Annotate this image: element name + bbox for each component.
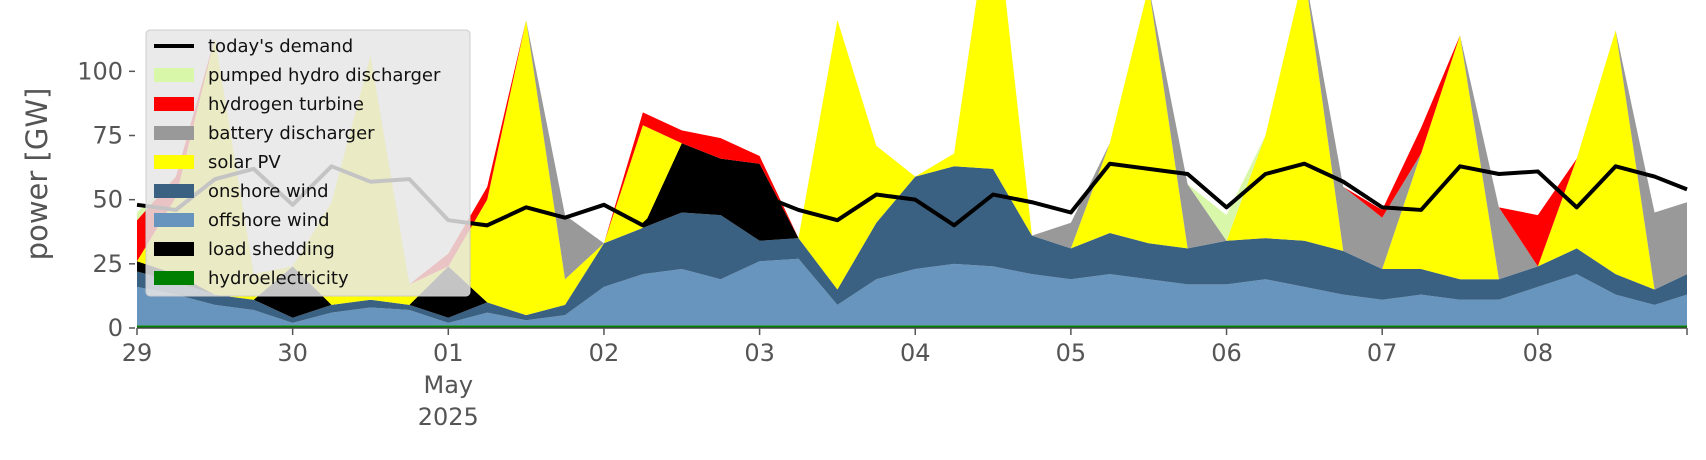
area-load-shedding <box>137 143 1687 318</box>
legend-label-solar-pv: solar PV <box>208 152 281 173</box>
y-axis-label: power [GW] <box>20 88 54 261</box>
x-tick-label: 08 <box>1523 339 1554 367</box>
legend-label-load-shedding: load shedding <box>208 239 335 260</box>
y-tick-label: 75 <box>92 122 123 150</box>
legend-label-battery-discharger: battery discharger <box>208 123 375 144</box>
legend-swatch-pumped-hydro-discharger <box>154 68 194 82</box>
x-tick-sublabel-month: May <box>423 371 473 399</box>
x-tick-label: 04 <box>900 339 931 367</box>
legend-label-hydrogen-turbine: hydrogen turbine <box>208 94 364 115</box>
legend-swatch-hydroelectricity <box>154 271 194 285</box>
x-tick-label: 03 <box>744 339 775 367</box>
area-onshore-wind <box>137 166 1687 323</box>
legend-label-hydroelectricity: hydroelectricity <box>208 268 349 289</box>
legend-swatch-onshore-wind <box>154 184 194 198</box>
x-tick-label: 05 <box>1056 339 1087 367</box>
legend-label-onshore-wind: onshore wind <box>208 181 329 202</box>
legend: today's demand pumped hydro discharger hyd… <box>145 29 471 297</box>
legend-swatch-load-shedding <box>154 242 194 256</box>
legend-swatch-battery-discharger <box>154 126 194 140</box>
x-tick-label: 07 <box>1367 339 1398 367</box>
x-tick-label: 29 <box>122 339 153 367</box>
y-tick-label: 25 <box>92 250 123 278</box>
area-offshore-wind <box>137 258 1687 326</box>
x-tick-label: 06 <box>1211 339 1242 367</box>
x-tick-sublabel-year: 2025 <box>418 403 479 431</box>
area-hydrogen-turbine <box>137 0 1687 285</box>
legend-label-today-s-demand: today's demand <box>208 36 353 57</box>
x-tick-label: 30 <box>277 339 308 367</box>
legend-box <box>145 29 471 297</box>
x-tick-label: 01 <box>433 339 464 367</box>
y-tick-label: 0 <box>108 314 123 342</box>
x-axis: 29 30 01 May 2025 02 03 04 05 06 07 08 <box>122 328 1688 431</box>
y-tick-label: 50 <box>92 186 123 214</box>
y-tick-label: 100 <box>77 57 123 85</box>
legend-swatch-offshore-wind <box>154 213 194 227</box>
y-axis: 0 25 50 75 100 <box>77 57 135 342</box>
legend-swatch-hydrogen-turbine <box>154 97 194 111</box>
area-solar-pv <box>137 0 1687 316</box>
legend-swatch-solar-pv <box>154 155 194 169</box>
stacked-areas <box>137 0 1687 328</box>
area-battery-discharger <box>137 0 1687 290</box>
legend-label-offshore-wind: offshore wind <box>208 210 330 231</box>
legend-label-pumped-hydro-discharger: pumped hydro discharger <box>208 65 441 86</box>
x-tick-label: 02 <box>589 339 620 367</box>
